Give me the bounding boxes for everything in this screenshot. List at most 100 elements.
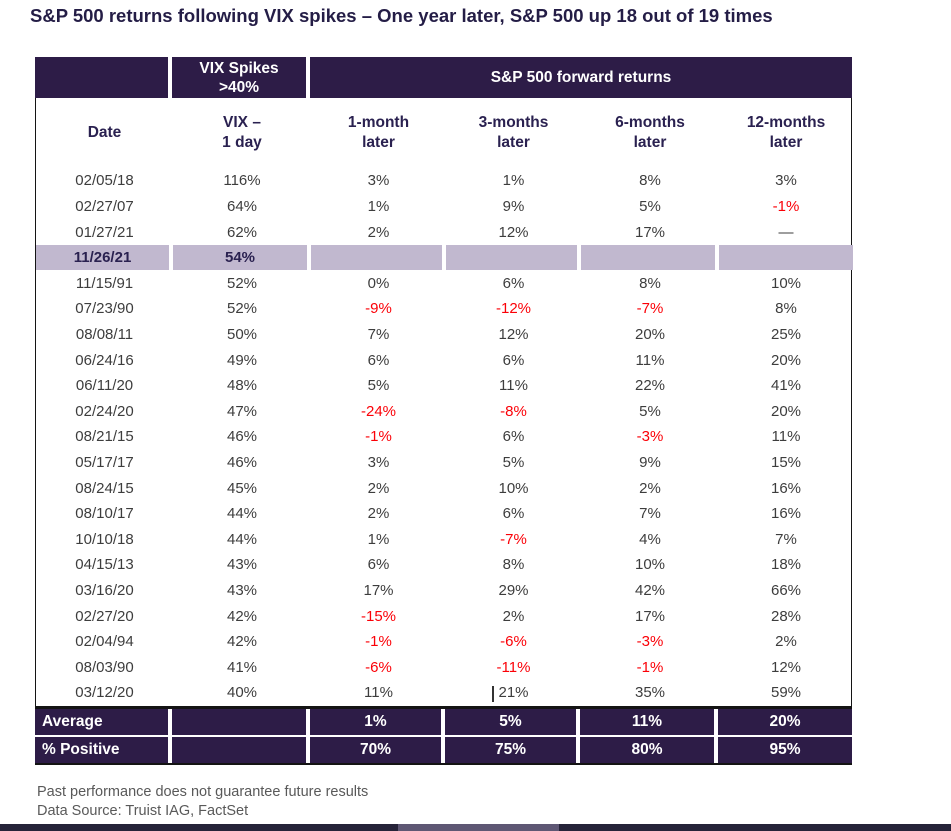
cell-m12: 8% [775, 300, 797, 318]
table-row: 04/15/13 43% 6% 8% 10% 18% [36, 552, 851, 578]
bottom-bar-light-segment [398, 824, 559, 831]
cell-date: 08/21/15 [75, 428, 134, 446]
cell-m3: -12% [495, 300, 532, 318]
column-header-3-months: 3-months later [478, 114, 549, 151]
summary-cell: 75% [445, 736, 580, 763]
table-row-highlighted: 11/26/21 54% [36, 244, 853, 271]
cell-m1: 11% [364, 684, 393, 702]
cell-date: 01/27/21 [75, 223, 134, 241]
cell-m3: -7% [500, 530, 527, 548]
cell-date: 03/12/20 [75, 684, 134, 702]
cell-m6: -3% [636, 428, 664, 446]
column-header-6-months: 6-months later [615, 114, 685, 151]
header-band-forward-returns: S&P 500 forward returns [310, 57, 852, 98]
cell-date: 11/15/91 [75, 274, 134, 292]
cell-m3: 1% [502, 172, 525, 190]
cell-date: 06/11/20 [75, 377, 134, 395]
cell-m6: 8% [639, 274, 661, 292]
cell-vix: 54% [173, 244, 311, 271]
summary-cell [172, 736, 310, 763]
cell-vix: 40% [226, 684, 258, 702]
summary-cell: 11% [580, 708, 718, 735]
table-row: 02/04/94 42% -1% -6% -3% 2% [36, 629, 851, 655]
cell-m1: 17% [363, 582, 394, 600]
column-header-date: Date [87, 124, 122, 141]
cell-m6: 5% [639, 402, 661, 420]
cell-m12: 20% [770, 402, 802, 420]
cell-m3: 21% [498, 684, 529, 702]
cell-m3: 29% [498, 582, 529, 600]
cell-m12: 16% [770, 479, 802, 497]
cell-vix: 52% [226, 300, 258, 318]
cell-m6: -1% [636, 658, 664, 676]
cell-m12: 66% [770, 582, 802, 600]
cell-m12: — [778, 223, 794, 241]
cell-m6: 9% [639, 454, 661, 471]
table-bottom-border [35, 762, 852, 765]
cell-m1: 6% [367, 556, 390, 574]
cell-m1: 3% [367, 172, 390, 190]
cell-m12: 59% [770, 684, 802, 702]
cell-m6: 5% [639, 197, 661, 215]
cell-m3: 6% [502, 428, 525, 446]
cell-vix: 46% [226, 454, 258, 471]
table-row: 05/17/17 46% 3% 5% 9% 15% [36, 450, 851, 476]
cell-m1: 2% [367, 223, 390, 241]
table-row: 03/12/20 40% 11% 21% 35% 59% [36, 680, 851, 706]
cell-m1: 2% [367, 505, 390, 523]
cell-m12: 15% [770, 454, 802, 471]
table-row: 02/27/07 64% 1% 9% 5% -1% [36, 194, 851, 220]
cell-m3: 8% [502, 556, 525, 574]
cell-vix: 50% [226, 325, 258, 343]
cell-m6: 17% [634, 607, 666, 625]
cell-date: 02/24/20 [75, 402, 134, 420]
table-row: 03/16/20 43% 17% 29% 42% 66% [36, 578, 851, 604]
cell-date: 02/27/20 [75, 607, 134, 625]
cell-date: 08/03/90 [75, 658, 134, 676]
cell-date: 06/24/16 [75, 351, 134, 369]
summary-label: % Positive [35, 736, 172, 763]
cell-vix: 44% [226, 505, 258, 523]
table-row: 02/24/20 47% -24% -8% 5% 20% [36, 398, 851, 424]
cell-m1: 5% [367, 377, 390, 395]
table-row: 08/10/17 44% 2% 6% 7% 16% [36, 501, 851, 527]
cell-vix: 52% [226, 274, 258, 292]
cell-m6: 7% [639, 505, 661, 523]
table-row: 08/24/15 45% 2% 10% 2% 16% [36, 475, 851, 501]
cell-m12: 41% [770, 377, 802, 395]
summary-cell: 95% [718, 736, 852, 763]
text-cursor-artifact [492, 686, 494, 702]
table-row: 02/05/18 116% 3% 1% 8% 3% [36, 168, 851, 194]
table-row: 06/24/16 49% 6% 6% 11% 20% [36, 347, 851, 373]
cell-m12: 7% [775, 530, 797, 548]
cell-m1: -9% [365, 300, 392, 318]
column-header-1-month: 1-month later [347, 114, 410, 151]
column-header-row: Date VIX –1 day 1-month later 3-months later 6… [35, 98, 852, 168]
cell-m6: 42% [634, 582, 666, 600]
cell-m3: 9% [502, 197, 525, 215]
cell-m6: 2% [639, 479, 661, 497]
cell-m3: 10% [498, 479, 529, 497]
cell-m6: -7% [636, 300, 664, 318]
footnotes: Past performance does not guarantee futu… [37, 783, 368, 821]
cell-m3: 11% [499, 377, 528, 395]
cell-date: 03/16/20 [75, 582, 134, 600]
cell-m12 [719, 244, 853, 271]
footnote-source: Data Source: Truist IAG, FactSet [37, 803, 249, 819]
table-row: 07/23/90 52% -9% -12% -7% 8% [36, 296, 851, 322]
summary-cell: 70% [310, 736, 445, 763]
cell-m12: 28% [770, 607, 802, 625]
cell-m1: 1% [367, 197, 390, 215]
cell-m12: 12% [770, 658, 802, 676]
cell-m6: 4% [639, 530, 661, 548]
cell-date: 02/05/18 [75, 172, 134, 190]
cell-date: 08/24/15 [75, 479, 134, 497]
header-band-vix-spikes-line1: VIX Spikes [199, 59, 279, 77]
cell-m3: 12% [498, 325, 529, 343]
summary-row-percent-positive: % Positive 70% 75% 80% 95% [35, 736, 852, 763]
cell-m3: 6% [502, 274, 525, 292]
cell-m12: 16% [770, 505, 802, 523]
cell-m6 [581, 244, 719, 271]
cell-m1 [311, 244, 446, 271]
cell-m12: 18% [770, 556, 802, 574]
